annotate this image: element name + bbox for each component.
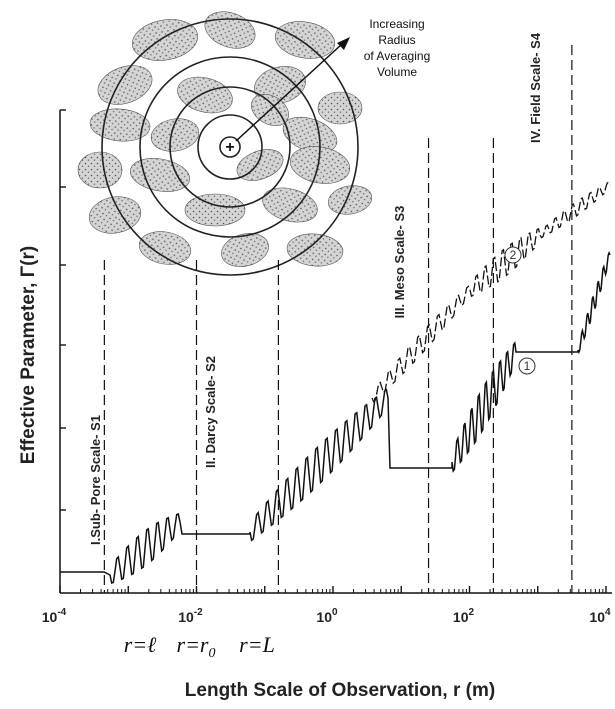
pore-grain-14 (88, 196, 142, 234)
curve-marker-2: 2 (504, 246, 522, 264)
radius-arrow (235, 43, 343, 142)
pore-grain-0 (132, 19, 198, 61)
y-axis-ticks (60, 109, 66, 511)
pore-grain-15 (184, 193, 246, 227)
averaging-circle-4 (139, 56, 321, 238)
averaging-circle-3 (169, 86, 291, 208)
x-axis-label: Length Scale of Observation, r (m) (185, 680, 495, 701)
pore-grain-6 (317, 91, 363, 125)
curve-marker-1-circle (518, 357, 536, 375)
pore-grain-1 (204, 11, 256, 49)
pore-grain-11 (130, 158, 190, 192)
inset-annotation-line-2: Radius (378, 33, 415, 47)
curve-marker-2-circle (504, 246, 522, 264)
pore-grain-20 (286, 233, 344, 267)
curve-marker-1-label: 1 (524, 359, 531, 373)
y-axis-label: Effective Parameter, Γ(r) (18, 246, 39, 464)
inset-annotation-line-1: Increasing (369, 17, 424, 31)
inset-annotation-line-3: of Averaging (364, 49, 431, 63)
pore-grain-10 (77, 151, 123, 189)
x-tick-label-base: 10 (178, 609, 194, 625)
curve-1 (60, 250, 611, 585)
scale-label-2: III. Meso Scale- S3 (392, 206, 407, 319)
x-tick-label-1: 10-2 (178, 607, 203, 625)
plot-frame (59, 109, 612, 594)
pore-grains (77, 11, 373, 267)
pore-grain-12 (236, 149, 284, 181)
scale-boundaries (103, 45, 573, 593)
x-tick-label-exponent: 4 (605, 607, 611, 618)
pore-grain-13 (289, 146, 351, 184)
x-tick-label-exponent: 0 (332, 607, 338, 618)
pore-grain-16 (262, 187, 318, 223)
x-tick-label-2: 100 (316, 607, 338, 625)
x-tick-label-base: 10 (453, 609, 469, 625)
curve-marker-1: 1 (518, 357, 536, 375)
averaging-volume-inset: + Increasing Radius of Averaging Volume (77, 11, 431, 276)
pore-grain-17 (327, 185, 373, 215)
x-tick-label-3: 102 (453, 607, 475, 625)
x-tick-label-base: 10 (316, 609, 332, 625)
pore-grain-2 (274, 21, 336, 59)
pore-grain-8 (150, 118, 200, 152)
scale-labels: I.Sub- Pore Scale- S1 II. Darcy Scale- S2… (88, 32, 543, 545)
pore-grain-7 (89, 108, 151, 142)
x-tick-label-4: 104 (589, 607, 611, 625)
x-tick-label-exponent: -2 (194, 607, 203, 618)
x-axis-ticks (59, 586, 607, 593)
x-tick-label-base: 10 (589, 609, 605, 625)
averaging-circle-5 (101, 18, 359, 276)
pore-grain-4 (177, 76, 233, 114)
radius-arrow-head (337, 37, 350, 50)
pore-grain-18 (138, 231, 192, 265)
x-tick-label-0: 10-4 (42, 607, 67, 625)
x-tick-label-exponent: -4 (57, 607, 66, 618)
scale-label-1: II. Darcy Scale- S2 (203, 356, 218, 468)
inset-annotation-line-4: Volume (377, 65, 417, 79)
r-marker-ell: r=ℓ (124, 632, 157, 657)
x-tick-labels: 10-4 10-2 100 102 104 (42, 607, 611, 625)
r-marker-r0-sub: 0 (208, 646, 215, 661)
scale-label-0: I.Sub- Pore Scale- S1 (88, 415, 103, 545)
inset-center-symbol: + (225, 139, 234, 156)
r-marker-r0: r=r0 (177, 632, 216, 661)
scale-label-3: IV. Field Scale- S4 (528, 32, 543, 143)
averaging-circle-2 (197, 114, 263, 180)
averaging-circle-1 (219, 136, 241, 158)
pore-grain-3 (97, 65, 153, 105)
x-tick-label-base: 10 (42, 609, 58, 625)
r-marker-L: r=L (239, 632, 275, 657)
r-marker-r0-base: r=r (177, 632, 209, 657)
curve-marker-2-label: 2 (510, 248, 517, 262)
x-tick-label-exponent: 2 (469, 607, 475, 618)
pore-grain-19 (221, 233, 269, 267)
curve-2 (371, 181, 611, 403)
